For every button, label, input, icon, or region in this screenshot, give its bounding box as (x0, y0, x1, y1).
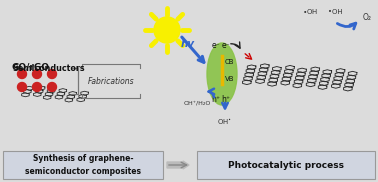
Text: GO/rGO: GO/rGO (12, 62, 50, 72)
Text: CB: CB (225, 59, 234, 65)
Circle shape (33, 82, 42, 92)
Text: •OH: •OH (328, 9, 342, 15)
FancyBboxPatch shape (3, 151, 163, 179)
Circle shape (17, 70, 26, 78)
Text: O₂: O₂ (363, 13, 372, 21)
Text: h⁺: h⁺ (222, 94, 231, 104)
Text: hv: hv (181, 39, 195, 49)
Circle shape (154, 17, 180, 43)
Circle shape (48, 82, 56, 92)
Circle shape (17, 82, 26, 92)
Text: Fabrications: Fabrications (88, 76, 134, 86)
Text: e⁻: e⁻ (222, 41, 230, 50)
Text: OH⁺/H₂O: OH⁺/H₂O (183, 100, 211, 106)
Text: Synthesis of graphene-
semiconductor composites: Synthesis of graphene- semiconductor com… (25, 154, 141, 176)
Text: OH$^{\bullet}$: OH$^{\bullet}$ (217, 117, 232, 127)
Text: Semiconductors: Semiconductors (12, 64, 85, 73)
FancyArrow shape (167, 161, 189, 169)
Text: h⁺: h⁺ (212, 94, 220, 104)
Text: Photocatalytic process: Photocatalytic process (228, 161, 344, 169)
FancyBboxPatch shape (197, 151, 375, 179)
Circle shape (48, 70, 56, 78)
Circle shape (33, 70, 42, 78)
Ellipse shape (207, 43, 237, 105)
Text: $\bullet$OH: $\bullet$OH (302, 7, 318, 17)
Text: VB: VB (225, 76, 234, 82)
Text: e⁻: e⁻ (212, 41, 220, 50)
